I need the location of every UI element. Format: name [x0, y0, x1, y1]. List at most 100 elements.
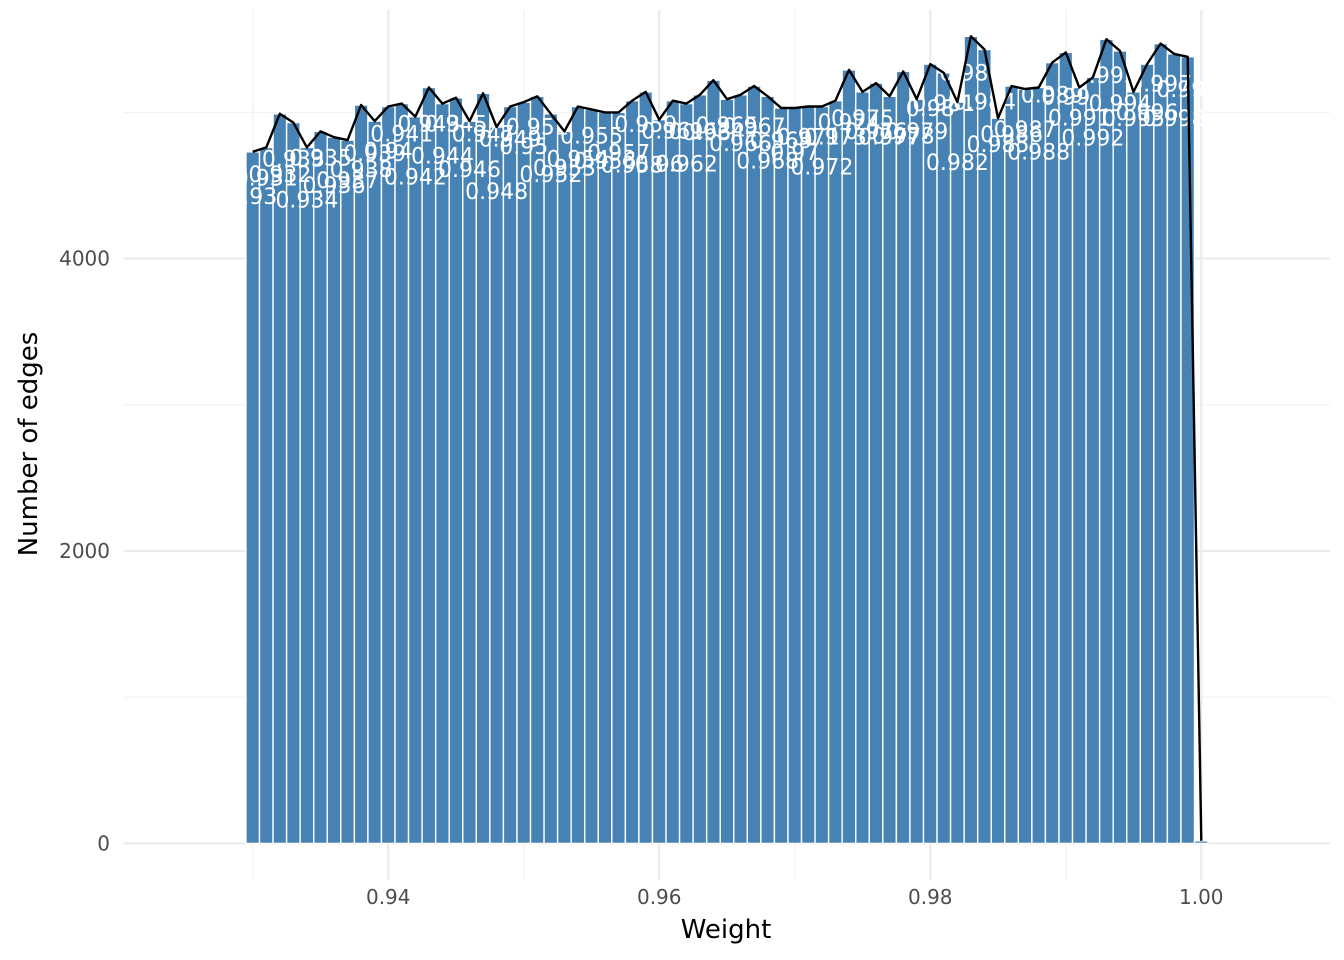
bar — [421, 86, 437, 845]
bar — [814, 105, 830, 845]
bar — [245, 151, 261, 845]
bar-label: 0.959 — [614, 113, 677, 138]
bar-label: 0.962 — [655, 153, 718, 178]
bar-label: 0.967 — [723, 115, 786, 140]
bar — [340, 139, 356, 845]
bar-label: 0.981 — [912, 92, 975, 117]
bar — [1126, 91, 1141, 845]
bar — [719, 98, 735, 845]
x-tick-label: 0.98 — [908, 885, 953, 909]
bar-label: 0.976 — [845, 120, 908, 145]
bar-label: 0.998 — [1143, 107, 1206, 132]
bar — [1153, 42, 1169, 845]
bar — [584, 108, 599, 845]
bar-label: 0.935 — [289, 146, 352, 171]
bar — [760, 95, 776, 845]
bar-label: 0.988 — [1007, 140, 1070, 165]
y-axis-title: Number of edges — [14, 332, 44, 557]
bar — [1112, 50, 1128, 845]
bar — [285, 121, 301, 845]
bar-label: 0.982 — [926, 151, 989, 176]
bar — [990, 117, 1006, 845]
bar — [1058, 51, 1074, 845]
bar-label: 0.965 — [696, 114, 759, 139]
bar — [895, 70, 911, 845]
bar — [1071, 86, 1087, 845]
bar — [841, 69, 857, 845]
bar-label: 0.933 — [262, 148, 325, 173]
bar — [516, 101, 532, 845]
x-tick-label: 0.96 — [637, 885, 682, 909]
bar — [665, 99, 681, 845]
bar-label: 0.96 — [635, 153, 684, 178]
x-axis-ticks: 0.94 0.96 0.98 1.00 — [366, 885, 1224, 909]
bar-label: 0.939 — [343, 142, 406, 167]
bar-label: 0.932 — [248, 163, 311, 188]
bar-label: 0.961 — [641, 120, 704, 145]
bar-label: 0.94 — [364, 140, 413, 165]
bar-label: 0.992 — [1061, 126, 1124, 151]
bar-label: 0.98 — [906, 97, 955, 122]
bar-label: 0.943 — [397, 112, 460, 137]
bar — [733, 94, 749, 845]
bar — [678, 102, 694, 845]
bar-label: 0.978 — [872, 124, 935, 149]
bar — [1085, 76, 1101, 845]
bar — [1098, 38, 1114, 845]
bar — [1004, 85, 1020, 845]
bar-label: 0.953 — [533, 156, 596, 181]
bar-label: 0.946 — [438, 158, 501, 183]
bar — [1166, 53, 1182, 845]
bar — [475, 92, 491, 845]
bar — [543, 113, 559, 845]
bar-label: 0.949 — [479, 128, 542, 153]
bar — [448, 97, 464, 845]
x-tick-label: 1.00 — [1179, 885, 1224, 909]
bar — [313, 130, 328, 845]
bar-label: 0.977 — [858, 125, 921, 150]
bar — [922, 63, 938, 845]
bar — [746, 85, 762, 845]
bar — [882, 95, 898, 845]
bar-label: 0.941 — [370, 123, 433, 148]
bar-label: 0.968 — [736, 149, 799, 174]
frequency-line — [252, 35, 1203, 841]
bar — [611, 111, 627, 845]
bar-label: 0.972 — [790, 156, 853, 181]
bar-label: 0.963 — [668, 120, 731, 145]
bar-label: 0.984 — [953, 90, 1016, 115]
bar — [489, 126, 505, 845]
bar — [638, 91, 654, 845]
bar-label: 0.986 — [980, 123, 1043, 148]
bar-label: 0.966 — [709, 132, 772, 157]
bar-label: 0.99 — [1041, 85, 1090, 110]
bar — [1017, 88, 1033, 845]
bar — [1031, 86, 1047, 845]
bar — [855, 91, 870, 845]
bar-label: 0.958 — [601, 154, 664, 179]
bar — [773, 107, 789, 845]
bar-label: 0.954 — [546, 148, 609, 173]
bar — [570, 105, 586, 845]
bar-label: 0.951 — [506, 115, 569, 140]
bar — [407, 116, 423, 845]
bar — [1193, 840, 1209, 845]
bar-label: 0.936 — [303, 174, 366, 199]
bar — [909, 98, 925, 845]
bar — [434, 102, 450, 845]
bar-label: 0.964 — [682, 121, 745, 146]
bar — [705, 79, 721, 845]
bar — [827, 99, 843, 845]
bar — [787, 107, 803, 845]
bar-label: 0.957 — [587, 141, 650, 166]
bar — [556, 130, 572, 845]
bar-label: 0.942 — [384, 166, 447, 191]
bar-label: 0.934 — [275, 188, 338, 213]
bar-label: 0.979 — [885, 120, 948, 145]
bar-label: 0.95 — [499, 135, 548, 160]
bar — [936, 72, 952, 845]
bar — [800, 105, 816, 845]
bar — [299, 146, 315, 845]
bar — [326, 136, 342, 845]
bar-label: 0.931 — [235, 166, 298, 191]
